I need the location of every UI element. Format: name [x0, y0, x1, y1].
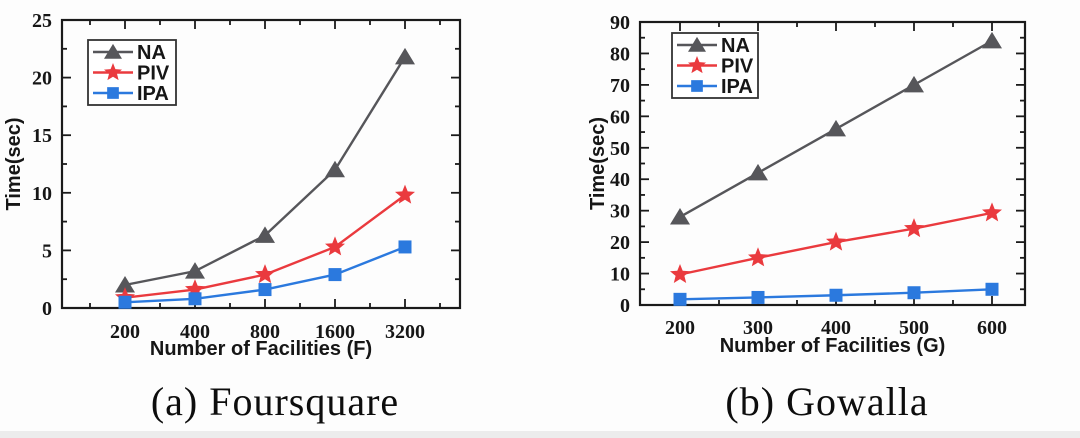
- legend-item-PIV: PIV: [677, 56, 754, 78]
- marker-star: [826, 231, 846, 251]
- axes: [60, 18, 462, 310]
- y-tick-label: 60: [610, 106, 630, 128]
- series-NA: [115, 47, 415, 293]
- marker-star: [688, 56, 706, 74]
- x-tick-label: 200: [665, 317, 695, 339]
- marker-triangle: [748, 163, 768, 181]
- marker-square: [398, 240, 412, 254]
- marker-star: [255, 264, 275, 284]
- x-tick-label: 1600: [315, 321, 355, 343]
- y-tick-label: 20: [32, 68, 52, 90]
- y-tick-label: 0: [620, 295, 630, 317]
- x-tick-label: 800: [250, 321, 280, 343]
- series-IPA: [118, 240, 412, 309]
- marker-star: [395, 184, 415, 204]
- series-PIV: [670, 202, 1002, 283]
- marker-triangle: [255, 226, 275, 243]
- series-line: [124, 194, 406, 299]
- marker-triangle: [185, 262, 205, 279]
- marker-triangle: [104, 43, 122, 59]
- legend-label: NA: [721, 35, 750, 57]
- legend-item-NA: NA: [677, 35, 750, 57]
- x-tick-label: 200: [110, 321, 140, 343]
- caption-gowalla: (b) Gowalla: [725, 379, 929, 424]
- y-tick-label: 80: [610, 43, 630, 65]
- y-tick-label: 25: [32, 10, 52, 32]
- x-tick-label: 400: [821, 317, 851, 339]
- y-tick-label: 0: [42, 298, 52, 320]
- legend-item-IPA: IPA: [93, 83, 169, 105]
- y-axis-label: Time(sec): [3, 117, 25, 210]
- marker-star: [748, 247, 768, 267]
- y-tick-label: 90: [610, 12, 630, 34]
- marker-square: [829, 288, 843, 302]
- x-tick-label: 500: [899, 317, 929, 339]
- marker-triangle: [688, 36, 706, 52]
- marker-triangle: [826, 119, 846, 137]
- marker-square: [673, 292, 687, 306]
- marker-square: [691, 80, 703, 92]
- series-IPA: [673, 282, 999, 306]
- marker-triangle: [395, 47, 415, 65]
- marker-square: [328, 268, 342, 282]
- x-axis-label: Number of Facilities (G): [720, 335, 946, 357]
- x-tick-label: 400: [180, 321, 210, 343]
- marker-star: [325, 236, 345, 256]
- y-axis-label: Time(sec): [587, 117, 609, 210]
- chart-gowalla: 0 10 20 30 40 50 60 70 80 90 200 300 400 500 600 Number…: [587, 12, 1027, 357]
- marker-triangle: [670, 207, 690, 225]
- axis-labels: 0 5 10 15 20 25 200 400 800 1600 3200 Number of Fac…: [3, 10, 425, 360]
- axis-labels: 0 10 20 30 40 50 60 70 80 90 200 300 400 500 600 Number…: [587, 12, 1007, 357]
- marker-star: [185, 279, 205, 299]
- bottom-edge-strip: [0, 431, 1080, 438]
- marker-square: [985, 282, 999, 296]
- marker-triangle: [325, 160, 345, 178]
- marker-star: [104, 63, 122, 81]
- legend-label: PIV: [137, 63, 170, 85]
- y-tick-label: 5: [42, 240, 52, 262]
- marker-square: [107, 87, 119, 99]
- series-NA: [670, 31, 1002, 225]
- x-axis-label: Number of Facilities (F): [150, 338, 372, 360]
- marker-star: [982, 202, 1002, 222]
- marker-star: [904, 218, 924, 238]
- x-tick-label: 3200: [385, 321, 425, 343]
- caption-foursquare: (a) Foursquare: [150, 379, 400, 424]
- y-tick-label: 20: [610, 232, 630, 254]
- marker-square: [907, 286, 921, 300]
- legend-label: IPA: [137, 83, 169, 105]
- legend-item-NA: NA: [93, 42, 166, 64]
- y-tick-label: 40: [610, 169, 630, 191]
- legend-label: NA: [137, 42, 166, 64]
- y-tick-label: 50: [610, 138, 630, 160]
- legend-label: IPA: [721, 76, 753, 98]
- marker-square: [118, 295, 132, 309]
- chart-foursquare: 0 5 10 15 20 25 200 400 800 1600 3200 Number of Fac…: [3, 10, 462, 360]
- marker-star: [670, 264, 690, 283]
- legend-item-IPA: IPA: [677, 76, 753, 98]
- marker-triangle: [115, 275, 135, 293]
- y-tick-label: 10: [32, 183, 52, 205]
- marker-square: [188, 292, 202, 306]
- marker-square: [751, 290, 765, 304]
- x-tick-label: 600: [977, 317, 1007, 339]
- x-tick-label: 300: [743, 317, 773, 339]
- marker-triangle: [982, 31, 1002, 49]
- legend-label: PIV: [721, 56, 754, 78]
- legend-item-PIV: PIV: [93, 63, 170, 85]
- marker-triangle: [904, 75, 924, 93]
- y-tick-label: 15: [32, 125, 52, 147]
- y-tick-label: 30: [610, 201, 630, 223]
- y-tick-label: 70: [610, 75, 630, 97]
- y-tick-label: 10: [610, 264, 630, 286]
- marker-square: [258, 283, 272, 297]
